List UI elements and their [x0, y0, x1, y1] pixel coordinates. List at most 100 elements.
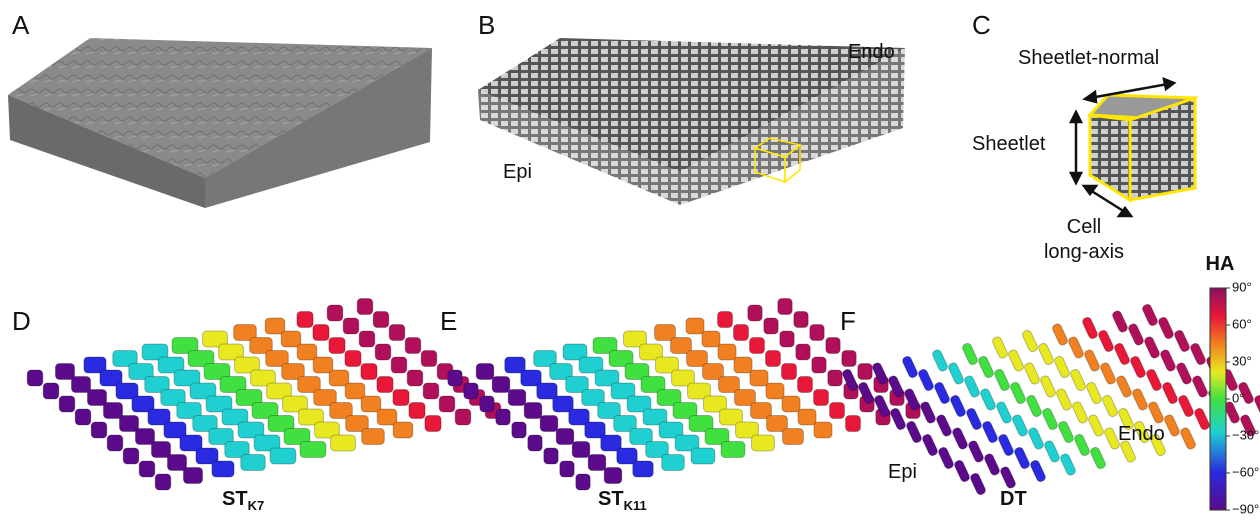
glyph	[1157, 316, 1174, 340]
glyph	[464, 383, 478, 399]
glyph	[1189, 342, 1206, 366]
panel-letter: C	[972, 10, 991, 40]
glyph	[377, 409, 397, 425]
glyph	[556, 429, 574, 445]
glyph	[329, 370, 349, 386]
glyph	[512, 422, 526, 438]
glyph	[1021, 329, 1038, 353]
colorbar	[1210, 288, 1226, 510]
glyph	[576, 474, 590, 490]
glyph	[812, 357, 826, 373]
glyph	[1009, 381, 1026, 405]
glyph-arrays	[27, 299, 1260, 496]
glyph	[1087, 414, 1104, 438]
glyph	[135, 429, 154, 445]
glyph	[1081, 316, 1098, 340]
glyph	[1159, 349, 1176, 373]
glyph	[977, 355, 994, 379]
glyph	[361, 396, 381, 412]
glyph	[783, 429, 804, 445]
glyph	[858, 364, 872, 380]
glyph	[999, 466, 1016, 490]
glyph	[1067, 336, 1084, 360]
glyph	[979, 388, 996, 412]
glyph	[826, 338, 840, 354]
glyph	[151, 442, 170, 458]
glyph	[393, 422, 413, 438]
glyph	[997, 433, 1014, 457]
glyph	[357, 299, 373, 315]
glyph	[1115, 375, 1132, 399]
glyph	[828, 370, 842, 386]
glyph	[345, 351, 361, 367]
glyph	[508, 390, 526, 406]
glyph	[1059, 453, 1076, 477]
glyph	[1099, 362, 1116, 386]
glyph	[1069, 368, 1086, 392]
axis-label: Sheetlet-normal	[1018, 47, 1159, 69]
glyph	[297, 312, 313, 328]
glyph	[1057, 420, 1074, 444]
region-label: Epi	[888, 461, 917, 483]
glyph	[953, 459, 970, 483]
glyph	[375, 344, 391, 360]
glyph	[87, 390, 106, 406]
glyph	[782, 396, 800, 412]
glyph	[55, 364, 74, 380]
glyph	[270, 448, 296, 464]
glyph	[409, 403, 425, 419]
glyph	[961, 342, 978, 366]
glyph	[967, 440, 984, 464]
glyph	[766, 383, 784, 399]
glyph	[103, 403, 122, 419]
glyph	[1013, 446, 1030, 470]
colorbar-tick-label: 30°	[1232, 353, 1252, 368]
glyph	[1175, 362, 1192, 386]
glyph	[752, 435, 775, 451]
glyph	[405, 338, 421, 354]
glyph	[721, 442, 745, 458]
glyph	[947, 362, 964, 386]
glyph	[981, 420, 998, 444]
glyph	[798, 377, 813, 393]
glyph	[407, 370, 423, 386]
glyph	[933, 381, 950, 405]
glyph	[1039, 375, 1056, 399]
glyph	[544, 448, 558, 464]
glyph	[937, 446, 954, 470]
glyph	[528, 435, 542, 451]
glyph	[448, 370, 462, 386]
glyph	[1177, 394, 1194, 418]
glyph	[1041, 407, 1058, 431]
glyph	[345, 383, 365, 399]
glyph	[107, 435, 123, 451]
glyph	[1085, 381, 1102, 405]
glyph	[27, 370, 43, 386]
glyph	[949, 394, 966, 418]
glyph	[1147, 401, 1164, 425]
glyph	[846, 416, 861, 432]
glyph	[983, 453, 1000, 477]
glyph	[167, 455, 186, 471]
panel-letter: D	[12, 306, 31, 336]
glyph	[1043, 440, 1060, 464]
colorbar-tick-label: 0°	[1232, 390, 1244, 405]
glyph	[343, 318, 359, 334]
glyph	[455, 409, 471, 425]
glyph	[750, 338, 765, 354]
glyph	[313, 357, 333, 373]
glyph	[212, 461, 234, 477]
glyph	[1145, 368, 1162, 392]
glyph	[919, 401, 936, 425]
glyph	[633, 461, 653, 477]
glyph	[750, 370, 768, 386]
glyph	[778, 299, 792, 315]
glyph	[329, 338, 345, 354]
glyph	[1141, 303, 1158, 327]
glyph	[995, 401, 1012, 425]
glyph	[1011, 414, 1028, 438]
glyph	[393, 390, 409, 406]
glyph	[993, 368, 1010, 392]
panel-letter: E	[440, 306, 457, 336]
glyph	[917, 368, 934, 392]
